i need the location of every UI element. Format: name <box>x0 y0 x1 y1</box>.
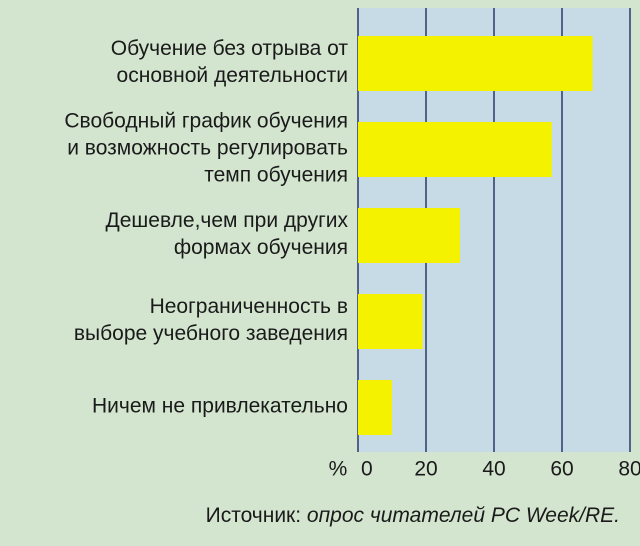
category-label: Неограниченность в <box>150 295 348 318</box>
category-label: Дешевле,чем при других <box>106 209 349 232</box>
category-label: Ничем не привлекательно <box>92 395 348 418</box>
x-tick-label: 0 <box>361 458 373 481</box>
bar <box>358 294 423 349</box>
x-tick-label: 20 <box>414 458 437 481</box>
bar <box>358 122 552 177</box>
x-tick-label: 80 <box>618 458 640 481</box>
bar <box>358 36 593 91</box>
category-label: и возможность регулировать <box>67 137 348 160</box>
category-label: формах обучения <box>174 236 348 259</box>
category-label: выборе учебного заведения <box>74 322 348 345</box>
x-tick-label: 60 <box>550 458 573 481</box>
category-label: Обучение без отрыва от <box>111 37 349 60</box>
x-unit-label: % <box>329 458 348 481</box>
category-label: темп обучения <box>204 164 348 187</box>
source: Источник: опрос читателей PC Week/RE. <box>206 504 620 527</box>
bar <box>358 380 392 435</box>
x-tick-label: 40 <box>482 458 505 481</box>
source-label: Источник: <box>206 504 301 527</box>
category-label: Свободный график обучения <box>64 110 348 133</box>
bar <box>358 208 460 263</box>
source-text: опрос читателей PC Week/RE. <box>307 504 620 527</box>
category-label: основной деятельности <box>117 64 348 87</box>
